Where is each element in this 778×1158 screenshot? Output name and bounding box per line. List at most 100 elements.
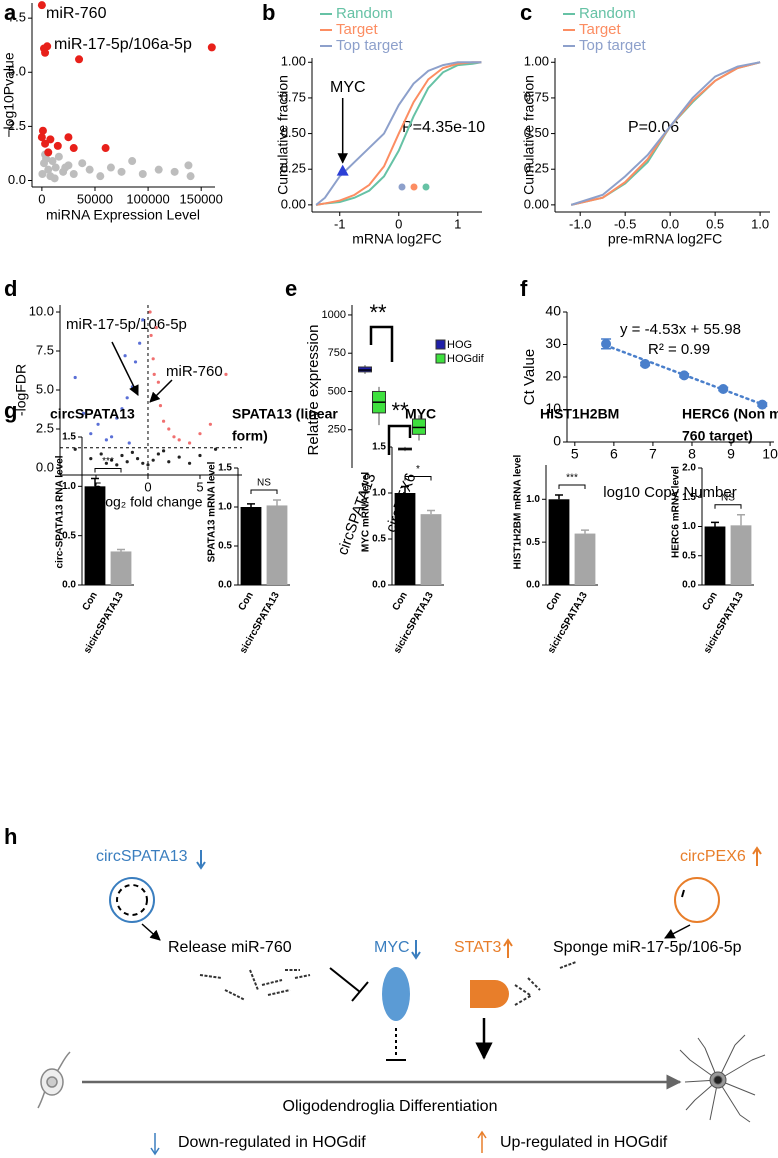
sig-bracket — [369, 325, 394, 362]
point — [177, 438, 181, 442]
x-tick-label: 7 — [649, 446, 657, 462]
x-tick-label: 0.0 — [661, 216, 679, 231]
y-tick-label: 1.5 — [372, 442, 386, 453]
label: circPEX6 — [680, 848, 746, 865]
point — [38, 126, 47, 135]
x-tick-label: Con — [237, 590, 256, 612]
y-tick-label: 2.5 — [8, 118, 26, 133]
line — [315, 61, 482, 206]
y-tick-label: 7.5 — [36, 342, 54, 357]
y-tick-label: 0 — [553, 433, 561, 449]
annotation: R² = 0.99 — [648, 341, 710, 358]
y-tick-label: 0.5 — [372, 534, 386, 545]
legend-label: Target — [579, 21, 622, 38]
error-bar — [401, 485, 409, 493]
label: STAT3 — [454, 939, 502, 956]
annotation: miR-17-5p/106a-5p — [54, 36, 192, 53]
error-bar — [581, 529, 589, 534]
sig-label: *** — [102, 456, 114, 467]
point — [53, 141, 62, 150]
dot — [410, 183, 418, 191]
y-tick-label: 0.0 — [218, 580, 232, 591]
legend-label: Random — [579, 5, 636, 22]
panel-label: b — [262, 0, 275, 25]
point — [115, 463, 119, 467]
y-tick-label: 0.0 — [62, 580, 76, 591]
y-tick-label: 0.5 — [682, 550, 696, 561]
point — [128, 157, 137, 166]
point — [43, 42, 52, 51]
y-tick-label: 10.0 — [29, 303, 54, 318]
line — [315, 61, 482, 206]
point — [148, 310, 152, 314]
error-bar — [91, 477, 99, 487]
label: Oligodendroglia Differentiation — [283, 1098, 498, 1115]
error-bar — [737, 514, 745, 526]
point — [73, 447, 77, 451]
bar — [420, 514, 442, 585]
bound-mirna — [681, 889, 685, 898]
point — [104, 438, 108, 442]
sig-label: *** — [566, 473, 578, 484]
chart-title: circSPATA13 — [50, 406, 135, 422]
x-tick-label: 1 — [454, 216, 461, 231]
diagram: circSPATA13 Release miR-760 MYC STAT3 ci… — [37, 846, 766, 1156]
point — [184, 161, 193, 170]
point — [50, 174, 59, 183]
x-tick-label: 0 — [144, 479, 151, 494]
point — [96, 172, 105, 181]
y-tick-label: 0.0 — [526, 580, 540, 591]
point — [106, 163, 115, 172]
down-arrow — [411, 951, 421, 960]
point — [38, 170, 47, 179]
y-tick-label: 0.75 — [524, 89, 549, 104]
bar — [394, 493, 416, 585]
point — [718, 384, 729, 395]
error-bar — [247, 503, 255, 507]
up-arrow — [503, 938, 513, 947]
point — [41, 139, 50, 148]
y-tick-label: 5.0 — [36, 381, 54, 396]
annotation: ** — [391, 398, 409, 423]
y-tick-label: 20 — [545, 368, 561, 384]
y-tick-label: 1.5 — [682, 492, 696, 503]
point — [156, 380, 160, 384]
point — [120, 453, 124, 458]
point — [138, 170, 147, 179]
y-tick-label: 1.00 — [524, 54, 549, 69]
x-tick-label: 1.0 — [751, 216, 769, 231]
point — [109, 458, 114, 462]
y-tick-label: 0.0 — [372, 580, 386, 591]
annotation: miR-760 — [46, 5, 107, 22]
y-tick-label: 250 — [328, 424, 346, 436]
y-tick-label: 0.50 — [281, 125, 306, 140]
annotation: P=4.35e-10 — [402, 119, 485, 136]
x-tick-label: -0.5 — [614, 216, 636, 231]
y-tick-label: 2.5 — [36, 420, 54, 435]
annotation: P=0.06 — [628, 119, 679, 136]
point — [115, 416, 119, 420]
sig-bracket — [714, 504, 742, 509]
annotation: miR-17-5p/106-5p — [66, 316, 187, 333]
label: Sponge miR-17-5p/106-5p — [553, 939, 742, 956]
y-axis-label: −log10Pvalue — [1, 52, 17, 137]
sig-bracket — [558, 484, 586, 489]
x-tick-label: Con — [81, 590, 100, 612]
inhibit-bar — [351, 981, 369, 1002]
x-tick-label: Con — [545, 590, 564, 612]
chart-title: form) — [232, 428, 268, 444]
sig-label: * — [416, 464, 420, 475]
x-tick-label: 5 — [196, 479, 203, 494]
panel-label: c — [520, 0, 532, 25]
point — [109, 435, 114, 439]
point — [75, 55, 84, 64]
x-tick-label: 50000 — [77, 191, 113, 206]
point — [89, 432, 93, 436]
arrow — [664, 924, 691, 939]
line — [570, 61, 761, 206]
annotation: ** — [369, 300, 387, 325]
panel-label: a — [4, 0, 17, 25]
y-axis-label: Cumulative fraction — [521, 75, 537, 195]
opc-cell — [37, 1051, 71, 1109]
legend-arrow — [477, 1130, 487, 1139]
